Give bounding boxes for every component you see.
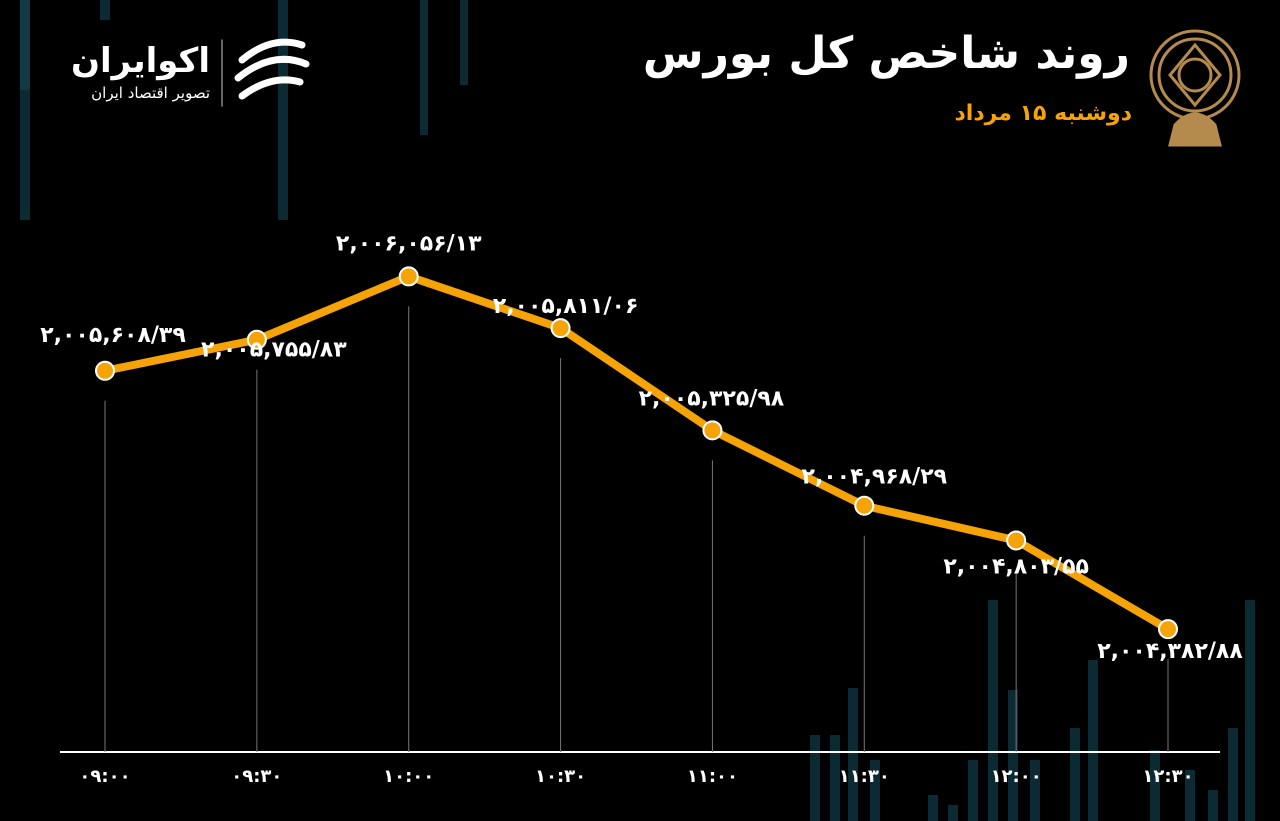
point [702, 420, 723, 441]
point [1006, 530, 1027, 551]
brand-name: اکوایران [71, 41, 210, 81]
background-bars [20, 0, 1255, 821]
value-label: ۲,۰۰۶,۰۵۶/۱۳ [336, 231, 482, 256]
x-tick-label: ۱۰:۰۰ [383, 766, 434, 787]
bourse-emblem [1149, 29, 1241, 147]
x-tick-label: ۱۲:۳۰ [1142, 766, 1193, 787]
x-tick-label: ۰۹:۰۰ [79, 766, 130, 787]
value-label: ۲,۰۰۵,۳۲۵/۹۸ [639, 386, 785, 411]
brand-tagline: تصویر اقتصاد ایران [91, 84, 210, 102]
x-tick-label: ۱۱:۳۰ [839, 766, 890, 787]
brand-logo [221, 38, 310, 107]
x-tick-label: ۱۲:۰۰ [991, 766, 1042, 787]
value-label: ۲,۰۰۵,۶۰۸/۳۹ [40, 323, 186, 348]
point [854, 495, 875, 516]
chart-title: روند شاخص کل بورس [643, 28, 1130, 79]
index-line [104, 272, 1171, 633]
point [550, 318, 571, 339]
point [1158, 619, 1178, 640]
value-label: ۲,۰۰۴,۸۰۳/۵۵ [943, 554, 1089, 579]
value-label: ۲,۰۰۵,۷۵۵/۸۳ [201, 338, 347, 363]
point [398, 266, 419, 287]
value-label: ۲,۰۰۴,۹۶۸/۲۹ [801, 465, 947, 490]
value-label: ۲,۰۰۵,۸۱۱/۰۶ [493, 294, 639, 319]
point [95, 360, 115, 381]
value-label: ۲,۰۰۴,۳۸۲/۸۸ [1097, 639, 1243, 664]
x-tick-label: ۱۰:۳۰ [535, 766, 586, 787]
point [246, 329, 267, 350]
chart-subtitle: دوشنبه ۱۵ مرداد [954, 101, 1132, 126]
x-tick-label: ۰۹:۳۰ [231, 766, 282, 787]
x-tick-label: ۱۱:۰۰ [687, 766, 738, 787]
